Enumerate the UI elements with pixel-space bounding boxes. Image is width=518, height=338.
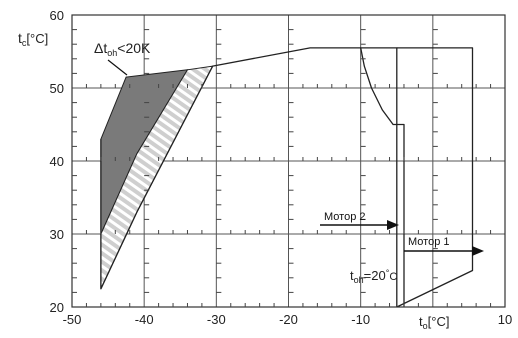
x-tick-labels: -50 -40 -30 -20 -10 10 [63, 312, 513, 327]
motor1-label: Мотор 1 [408, 236, 450, 248]
x-axis-label: to[°C] [419, 314, 449, 331]
x-tick-label: -50 [63, 312, 82, 327]
x-tick-label: -10 [351, 312, 370, 327]
motor2-arrowhead [387, 220, 399, 230]
toh-annotation: toh=20°C [350, 268, 397, 285]
delta-toh-leader-line [107, 59, 128, 76]
x-tick-label: -30 [207, 312, 226, 327]
y-axis-label: tc[°C] [18, 30, 48, 48]
y-tick-label: 20 [50, 300, 64, 315]
plot-frame [71, 14, 506, 308]
x-tick-label: -20 [279, 312, 298, 327]
x-tick-label: -40 [135, 312, 154, 327]
minor-ticks [72, 29, 492, 307]
y-tick-label: 50 [50, 81, 64, 96]
x-tick-label: 10 [498, 312, 512, 327]
delta-toh-annotation: Δtoh<20K [94, 40, 151, 58]
motor2-label: Мотор 2 [324, 211, 366, 223]
y-tick-label: 60 [50, 8, 64, 23]
y-tick-labels: 20 30 40 50 60 [50, 8, 64, 315]
y-tick-label: 40 [50, 154, 64, 169]
motor1-arrowhead [472, 246, 484, 256]
envelope-outlines [100, 47, 474, 308]
envelope-outline-4 [396, 47, 474, 308]
envelope-outline-3 [360, 47, 405, 307]
y-tick-label: 30 [50, 227, 64, 242]
